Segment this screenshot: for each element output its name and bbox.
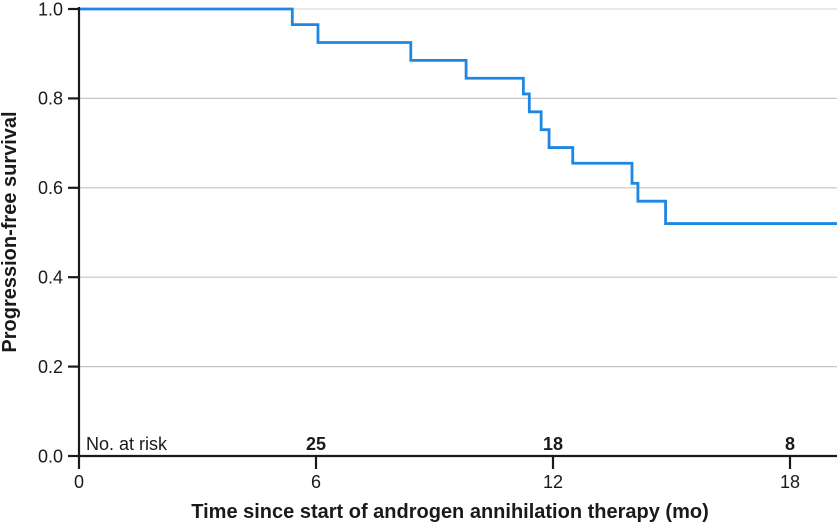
y-tick-label-0.8: 0.8 — [38, 89, 63, 109]
gridlines — [80, 8, 837, 368]
x-tick-label-0: 0 — [74, 472, 84, 492]
y-axis-title: Progression-free survival — [0, 111, 21, 352]
km-survival-curve — [79, 7, 837, 225]
at-risk-label: No. at risk — [86, 434, 168, 454]
x-tick-group: 0 6 12 18 — [74, 456, 800, 492]
y-tick-label-0.6: 0.6 — [38, 178, 63, 198]
at-risk-values: 25 18 8 — [306, 434, 795, 454]
at-risk-count-18mo: 8 — [785, 434, 795, 454]
x-tick-label-18: 18 — [780, 472, 800, 492]
y-tick-label-0.4: 0.4 — [38, 268, 63, 288]
x-tick-label-6: 6 — [311, 472, 321, 492]
y-tick-group: 0.0 0.2 0.4 0.6 0.8 1.0 — [38, 0, 79, 466]
y-tick-label-0.2: 0.2 — [38, 357, 63, 377]
axes — [77, 7, 837, 458]
y-tick-label-0: 0.0 — [38, 446, 63, 466]
y-tick-label-1: 1.0 — [38, 0, 63, 19]
at-risk-count-6mo: 25 — [306, 434, 326, 454]
x-axis-title: Time since start of androgen annihilatio… — [191, 501, 708, 523]
at-risk-count-12mo: 18 — [543, 434, 563, 454]
x-tick-label-12: 12 — [543, 472, 563, 492]
